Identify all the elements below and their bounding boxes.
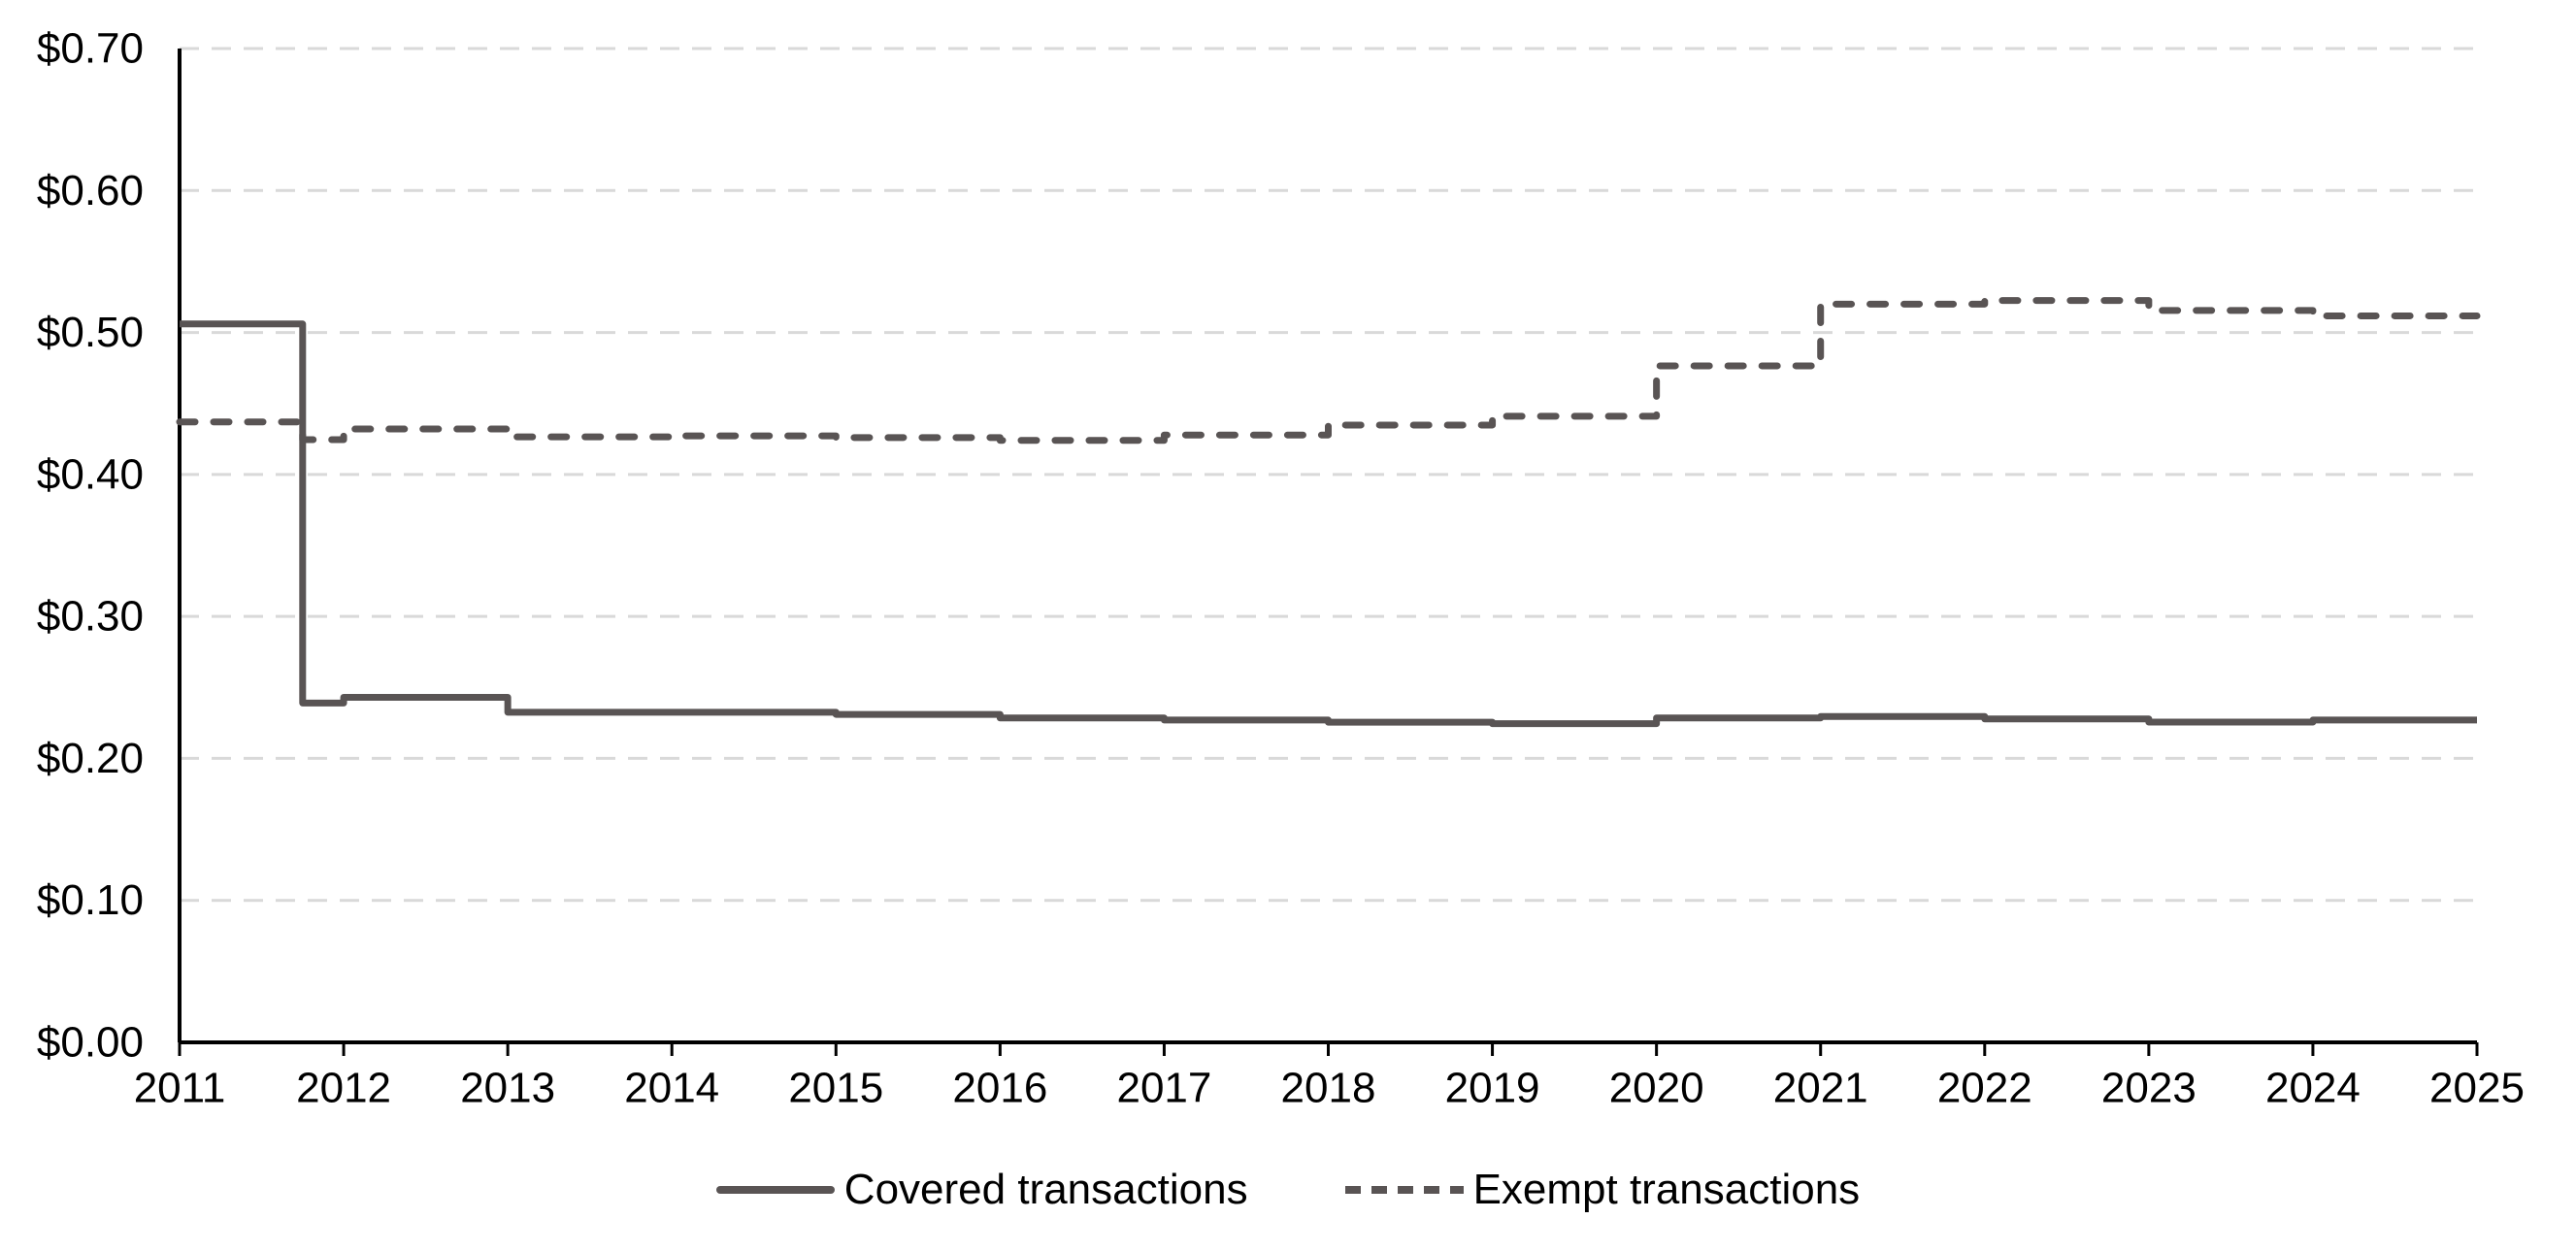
exempt-line-sample — [1344, 1186, 1464, 1194]
y-tick-label: $0.60 — [37, 167, 144, 214]
legend-item-covered: Covered transactions — [715, 1166, 1248, 1213]
x-tick-label: 2023 — [2101, 1065, 2196, 1112]
exempt-legend-label: Exempt transactions — [1472, 1166, 1861, 1213]
x-tick-label: 2017 — [1116, 1065, 1211, 1112]
x-tick-label: 2024 — [2265, 1065, 2361, 1112]
exempt-series-path — [176, 297, 2481, 445]
x-tick-label: 2025 — [2429, 1065, 2525, 1112]
y-tick-label: $0.30 — [37, 593, 144, 641]
covered-series-path — [180, 320, 2477, 728]
x-tick-label: 2019 — [1445, 1065, 1540, 1112]
x-tick-label: 2013 — [460, 1065, 555, 1112]
y-tick-label: $0.40 — [37, 450, 144, 498]
x-tick-label: 2014 — [624, 1065, 719, 1112]
y-tick-label: $0.50 — [37, 309, 144, 356]
y-tick-label: $0.20 — [37, 735, 144, 782]
y-tick-label: $0.70 — [37, 25, 144, 73]
x-tick-label: 2012 — [296, 1065, 391, 1112]
legend: Covered transactions Exempt transactions — [0, 1163, 2576, 1217]
covered-line-sample — [715, 1186, 835, 1194]
x-tick-label: 2011 — [134, 1065, 226, 1112]
x-tick-label: 2021 — [1773, 1065, 1868, 1112]
x-tick-label: 2022 — [1937, 1065, 2032, 1112]
y-tick-label: $0.10 — [37, 876, 144, 924]
y-tick-label: $0.00 — [37, 1019, 144, 1067]
x-tick-label: 2020 — [1609, 1065, 1704, 1112]
legend-item-exempt: Exempt transactions — [1344, 1166, 1861, 1213]
x-tick-label: 2015 — [788, 1065, 883, 1112]
x-tick-label: 2018 — [1281, 1065, 1376, 1112]
x-tick-label: 2016 — [952, 1065, 1047, 1112]
covered-legend-label: Covered transactions — [843, 1166, 1248, 1213]
